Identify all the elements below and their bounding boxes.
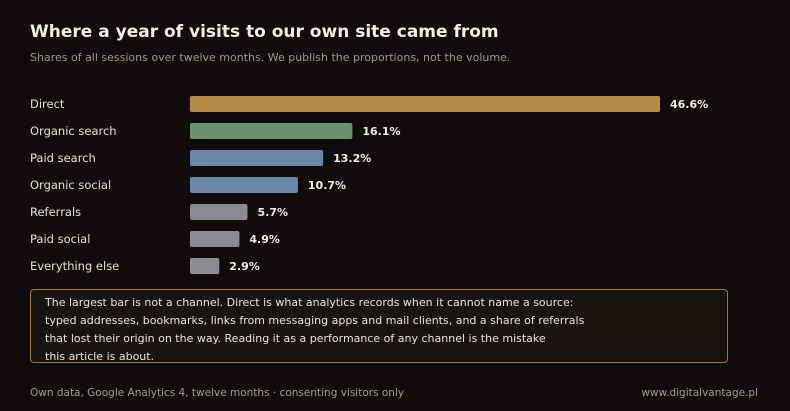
bar [190,231,240,247]
chart-subtitle: Shares of all sessions over twelve month… [30,51,511,64]
category-label: Paid search [30,151,96,165]
bar-chart: Direct 46.6% Organic search 16.1% Paid searc… [0,90,790,284]
note-line: typed addresses, bookmarks, links from m… [45,314,585,327]
bar [190,150,324,166]
value-label: 13.2% [333,152,371,165]
category-label: Referrals [30,205,81,219]
value-label: 5.7% [257,206,288,219]
category-label: Organic search [30,124,117,138]
footer-source: Own data, Google Analytics 4, twelve mon… [30,387,405,399]
value-label: 46.6% [670,98,708,111]
bar [190,177,298,193]
category-label: Direct [30,97,65,111]
bar [190,123,353,139]
category-label: Paid social [30,232,90,246]
value-label: 16.1% [362,125,400,138]
bar [190,96,660,112]
explanatory-note-box: The largest bar is not a channel. Direct… [30,289,728,363]
note-line: that lost their origin on the way. Readi… [45,332,546,345]
chart-title: Where a year of visits to our own site c… [30,22,499,42]
bar-chart-svg: Direct 46.6% Organic search 16.1% Paid searc… [30,96,708,274]
value-label: 4.9% [249,233,280,246]
bar [190,258,220,274]
footer-site: www.digitalvantage.pl [641,387,758,399]
note-line: The largest bar is not a channel. Direct… [45,296,574,309]
note-line: this article is about. [45,350,155,363]
category-label: Everything else [30,259,119,273]
bar [190,204,248,220]
value-label: 10.7% [308,179,346,192]
value-label: 2.9% [229,260,260,273]
category-label: Organic social [30,178,111,192]
